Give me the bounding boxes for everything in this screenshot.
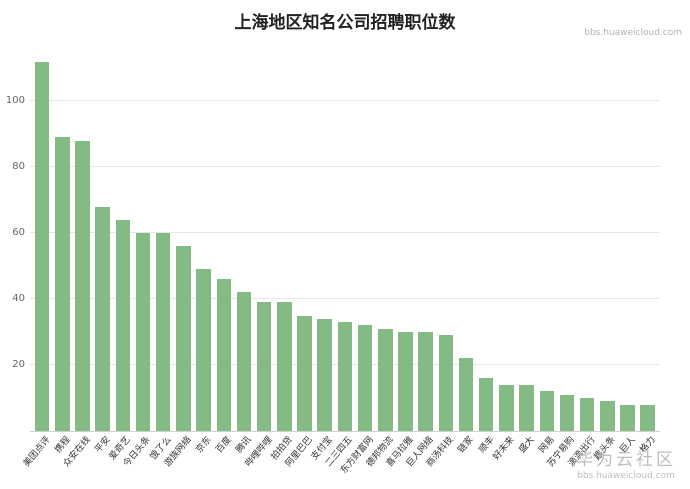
plot-area: 20 40 60 80 100 美团点评 携程 众安在线 平安 爱奇艺 今日头条 饿了么 游族网络 京东百… — [6, 55, 660, 476]
bar — [620, 404, 635, 431]
y-axis-tick-label: 60 — [12, 227, 25, 239]
bar — [256, 302, 272, 431]
x-axis-tick-label: 美团点评 — [21, 435, 53, 470]
bar-slot: 爱奇艺 — [108, 55, 133, 462]
bar — [277, 302, 292, 431]
bar-slot: 阿里巴巴 — [284, 55, 315, 469]
bar — [55, 137, 70, 431]
watermark-url-bottom: bbs.huaweicloud.com — [577, 471, 675, 481]
bar-slot: 哔哩哔哩 — [243, 55, 274, 469]
bar-slot: 携程 — [52, 55, 72, 455]
y-axis-tick-label: 100 — [5, 95, 25, 107]
bar-slot: 苏宁易购 — [546, 55, 577, 469]
bar-slot: 平安 — [93, 55, 113, 455]
bar-slot: 东方财富网 — [339, 55, 375, 476]
bar — [398, 332, 413, 431]
gridline — [30, 232, 660, 234]
bar-slot: 支付宝 — [310, 55, 335, 462]
bar — [499, 384, 514, 431]
bar-slot: 链家 — [456, 55, 476, 455]
bar — [75, 140, 90, 431]
bar — [478, 378, 494, 431]
bar — [357, 325, 373, 431]
bar-slot: 网易 — [537, 55, 557, 455]
bar — [196, 269, 211, 431]
bar-slot: 京东 — [194, 55, 214, 455]
y-axis-tick-label: 20 — [12, 359, 25, 371]
bar-slot: 二三四五 — [324, 55, 355, 469]
watermark-site-name: 华为云社区 — [576, 450, 676, 470]
bar — [438, 335, 454, 431]
bar — [176, 246, 191, 431]
bar — [337, 322, 353, 431]
bar-slot: 众安在线 — [62, 55, 93, 469]
x-axis-tick-label: 链家 — [456, 435, 477, 456]
bar-slot: 巨人网络 — [405, 55, 436, 469]
bar-slot: 喜马拉雅 — [385, 55, 416, 469]
bar — [519, 384, 534, 431]
bar — [95, 206, 110, 431]
bar-slot: 饿了么 — [148, 55, 173, 462]
bar — [640, 404, 655, 431]
x-axis-tick-label: 百度 — [214, 435, 234, 456]
gridline — [30, 100, 660, 102]
chart-title: 上海地区知名公司招聘职位数 — [234, 13, 456, 33]
bar — [539, 391, 555, 431]
bar-slot: 趣头条 — [592, 55, 617, 462]
bar-slot: 腾讯 — [234, 55, 254, 455]
bar — [135, 233, 151, 431]
bar-slot: 拍拍贷 — [269, 55, 294, 462]
bar — [216, 279, 232, 431]
x-axis-tick-label: 京东 — [194, 435, 214, 456]
bar-slot: 百度 — [214, 55, 234, 455]
bar — [34, 61, 50, 431]
y-axis-tick-label: 40 — [12, 293, 25, 305]
bar — [236, 292, 252, 431]
bar-slot: 德邦物流 — [365, 55, 395, 469]
bar — [155, 233, 171, 431]
y-axis-tick-label: 80 — [12, 161, 25, 173]
x-axis-tick-label: 盛大 — [517, 435, 537, 456]
bar-slot: 游族网络 — [163, 55, 194, 469]
bar — [317, 318, 332, 431]
gridline — [30, 298, 660, 300]
bar — [579, 398, 595, 431]
watermark-bottom: 华为云社区 bbs.huaweicloud.com — [576, 445, 676, 481]
bar-slot: 好未来 — [491, 55, 517, 462]
bar — [115, 219, 131, 431]
bar-slot: 盛大 — [517, 55, 537, 455]
bars-row: 美团点评 携程 众安在线 平安 爱奇艺 今日头条 饿了么 游族网络 京东 百度 腾讯 哔哩哔哩 拍拍贷阿… — [21, 55, 658, 476]
x-axis-tick-label: 好未来 — [491, 435, 517, 463]
bar — [378, 328, 393, 431]
bar-slot: 今日头条 — [122, 55, 153, 469]
gridline — [30, 166, 660, 168]
bar — [600, 401, 615, 431]
bar — [458, 358, 474, 431]
bar-slot: 滴滴出行 — [566, 55, 597, 469]
watermark-url-top: bbs.huaweicloud.com — [584, 28, 682, 38]
bar-slot: 顺丰 — [476, 55, 496, 455]
bar-slot: 美团点评 — [21, 55, 52, 469]
bar — [418, 332, 433, 431]
bar-slot: 商汤科技 — [425, 55, 456, 469]
bar-slot: 巨人 — [617, 55, 638, 455]
bar — [559, 394, 575, 431]
bar — [297, 315, 312, 431]
bar-slot: 格力 — [638, 55, 658, 455]
